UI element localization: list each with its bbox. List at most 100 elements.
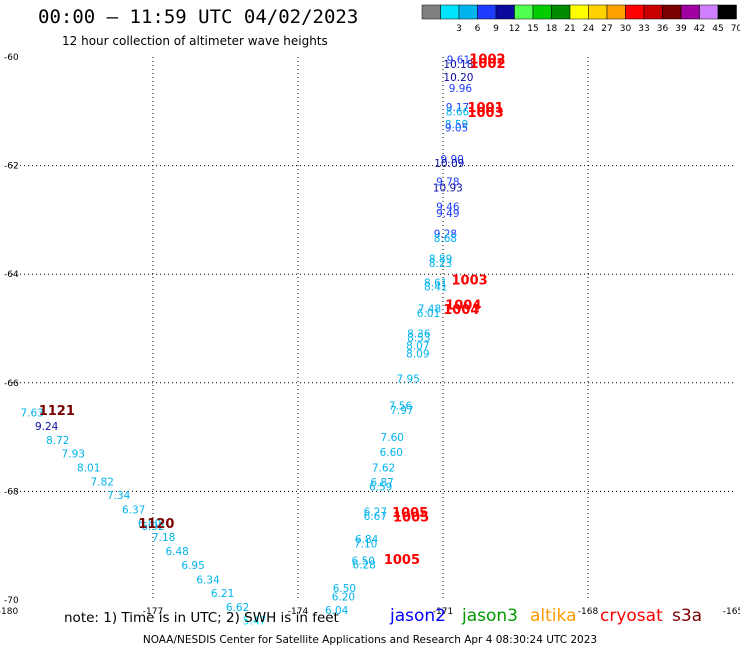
- wave-height-label: 8.68: [434, 233, 457, 245]
- wave-height-label: 9.28: [434, 228, 457, 240]
- pressure-label: 1002: [469, 53, 505, 68]
- wave-height-label: 6.62: [226, 602, 249, 614]
- wave-height-label: 9.78: [436, 176, 459, 188]
- wave-height-label: 7.48: [418, 303, 441, 315]
- pressure-label: 1005: [393, 510, 429, 525]
- wave-height-label: 9.05: [445, 123, 468, 135]
- color-swatch: [477, 4, 497, 20]
- wave-height-label: 7.18: [152, 532, 175, 544]
- legend-s3a: s3a: [672, 606, 703, 626]
- color-swatch: [551, 4, 571, 20]
- wave-height-label: 7.10: [354, 539, 377, 551]
- color-scale-label: 42: [694, 24, 705, 34]
- wave-height-label: 5.47: [243, 616, 266, 628]
- wave-height-label: 6.67: [364, 511, 387, 523]
- x-tick-label: -165: [723, 607, 740, 617]
- wave-height-label: 10.09: [434, 158, 464, 170]
- color-swatch: [680, 4, 700, 20]
- chart-axes: -180 -177 -174 -171 -168 -165 -70 -68 -66 -64 -62 -…: [0, 53, 740, 617]
- wave-height-label: 6.27: [364, 506, 387, 518]
- wave-height-label: 8.41: [424, 282, 447, 294]
- y-tick-label: -60: [4, 53, 19, 63]
- color-scale-label: 12: [509, 24, 520, 34]
- wave-height-label: 6.01: [417, 308, 440, 320]
- pressure-label: 1002: [469, 57, 505, 72]
- color-scale-label: 21: [564, 24, 575, 34]
- wave-height-label: 7.63: [20, 408, 43, 420]
- wave-height-label: 9.61: [447, 55, 470, 67]
- pressure-label: 1001: [467, 101, 503, 116]
- x-tick-label: -180: [0, 607, 18, 617]
- wave-height-label: 7.56: [389, 401, 413, 413]
- wave-height-label: 7.95: [397, 373, 420, 385]
- wave-height-label: 10.18: [443, 59, 473, 71]
- color-scale-label: 6: [475, 24, 481, 34]
- color-swatch: [717, 4, 737, 20]
- wave-height-label: 7.34: [107, 490, 131, 502]
- color-scale-label: 45: [712, 24, 723, 34]
- color-swatch: [643, 4, 663, 20]
- wave-height-label: 6.50: [333, 583, 356, 595]
- wave-height-label: 9.49: [436, 208, 459, 220]
- color-swatch: [532, 4, 552, 20]
- wave-height-label: 9.24: [35, 421, 59, 433]
- wave-height-label: 10.20: [443, 72, 473, 84]
- footer-credit: NOAA/NESDIS Center for Satellite Applica…: [142, 634, 598, 646]
- y-tick-label: -62: [4, 162, 19, 172]
- wave-height-label: 7.97: [390, 405, 413, 417]
- wave-height-label: 8.07: [406, 340, 429, 352]
- wave-height-label: 6.80: [138, 518, 161, 530]
- wave-height-label: 6.21: [211, 588, 234, 600]
- y-tick-label: -64: [4, 270, 19, 280]
- color-swatch: [421, 4, 441, 20]
- x-tick-label: -171: [433, 607, 453, 617]
- color-scale-label: 9: [493, 24, 499, 34]
- pressure-label: 1003: [451, 274, 487, 289]
- chart-subtitle: 12 hour collection of altimeter wave hei…: [62, 34, 328, 48]
- wave-height-label: 8.01: [77, 463, 100, 475]
- chart-grid: [8, 57, 733, 600]
- wave-height-label: 7.93: [62, 448, 85, 460]
- wave-height-label: 9.90: [440, 154, 463, 166]
- y-tick-label: -66: [4, 379, 19, 389]
- wave-height-label: 8.72: [46, 435, 69, 447]
- color-swatch: [495, 4, 515, 20]
- color-swatch: [514, 4, 534, 20]
- wave-height-label: 6.95: [181, 560, 204, 572]
- wave-height-label: 9.46: [436, 201, 460, 213]
- legend-jason3: jason3: [462, 606, 518, 626]
- note-text: note: 1) Time is in UTC; 2) SWH is in fe…: [64, 610, 339, 626]
- legend-cryosat: cryosat: [600, 606, 663, 626]
- wave-height-label: 8.89: [429, 253, 452, 265]
- wave-height-label: 8.66: [446, 106, 470, 118]
- wave-height-label: 10.93: [433, 182, 463, 194]
- wave-height-label: 7.82: [91, 477, 114, 489]
- color-swatch: [588, 4, 608, 20]
- wave-height-label: 7.62: [372, 463, 395, 475]
- wave-height-label: 8.23: [429, 258, 452, 270]
- color-swatch: [458, 4, 478, 20]
- color-swatch: [569, 4, 589, 20]
- color-scale-label: 33: [638, 24, 649, 34]
- wave-height-label: 8.59: [445, 119, 468, 131]
- pressure-label: 1005: [384, 553, 420, 568]
- color-scale-label: 3: [456, 24, 462, 34]
- wave-height-label: 6.50: [352, 555, 375, 567]
- pressure-label: 1121: [39, 404, 75, 419]
- pressure-label: 1005: [392, 506, 428, 521]
- color-scale-label: 70: [731, 24, 740, 34]
- color-swatch: [699, 4, 719, 20]
- color-scale-label: 18: [546, 24, 558, 34]
- chart-title: 00:00 – 11:59 UTC 04/02/2023: [38, 6, 359, 28]
- color-scale-label: 30: [620, 24, 632, 34]
- wave-height-label: 6.87: [370, 477, 393, 489]
- pressure-label: 1004: [443, 303, 479, 318]
- x-tick-label: -174: [288, 607, 309, 617]
- wave-height-label: 6.28: [353, 560, 376, 572]
- color-scale-label: 27: [601, 24, 612, 34]
- legend-jason2: jason2: [390, 606, 446, 626]
- color-scale-label: 39: [675, 24, 687, 34]
- wave-height-label: 9.96: [449, 83, 473, 95]
